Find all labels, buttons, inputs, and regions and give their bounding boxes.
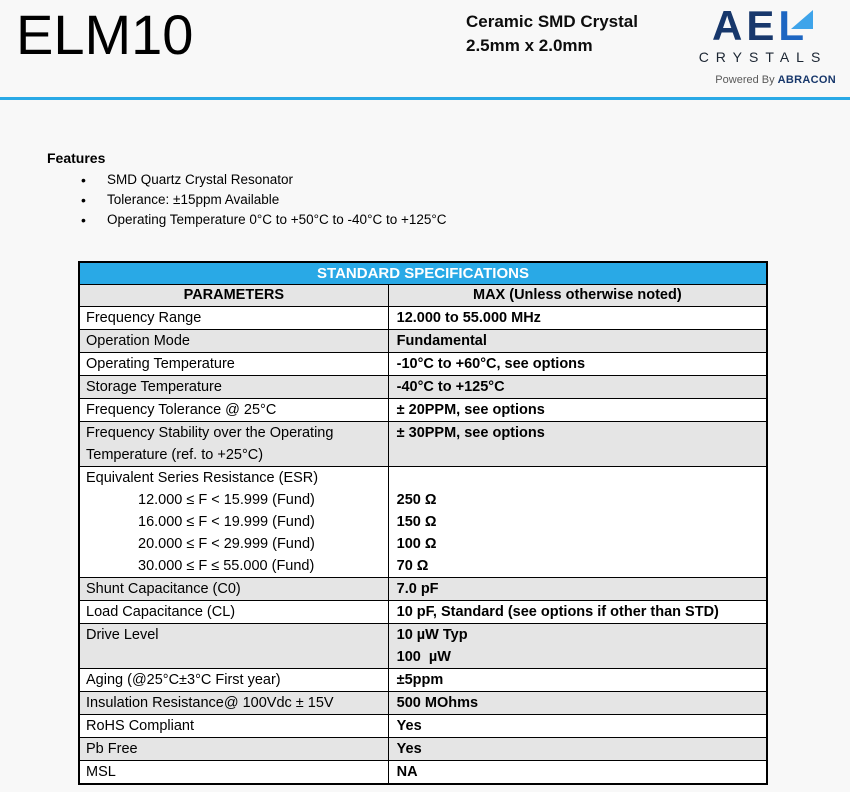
parameter-cell: Pb Free	[78, 737, 389, 761]
parameter-cell: RoHS Compliant	[78, 714, 389, 738]
table-row: Aging (@25°C±3°C First year) ±5ppm	[78, 668, 768, 692]
table-title-row: STANDARD SPECIFICATIONS	[78, 261, 768, 285]
value-cell: 500 MOhms	[387, 691, 768, 715]
value-cell: -40°C to +125°C	[387, 375, 768, 399]
table-row: Operating Temperature -10°C to +60°C, see…	[78, 352, 768, 376]
feature-text: Operating Temperature 0°C to +50°C to -4…	[107, 212, 447, 227]
parameter-cell: Frequency Stability over the Operating T…	[78, 421, 389, 467]
page-title: ELM10	[16, 3, 194, 66]
value-cell: ± 20PPM, see options	[387, 398, 768, 422]
value-cell: -10°C to +60°C, see options	[387, 352, 768, 376]
parameter-cell: Operating Temperature	[78, 352, 389, 376]
bullet-icon: •	[81, 192, 86, 208]
table-row: Load Capacitance (CL) 10 pF, Standard (se…	[78, 600, 768, 624]
parameter-cell: Insulation Resistance@ 100Vdc ± 15V	[78, 691, 389, 715]
table-title: STANDARD SPECIFICATIONS	[78, 261, 768, 285]
logo-crystals-text: CRYSTALS	[698, 49, 828, 65]
parameter-cell: Drive Level	[78, 623, 389, 669]
product-subtitle: Ceramic SMD Crystal 2.5mm x 2.0mm	[466, 10, 638, 58]
column-header-row: PARAMETERS MAX (Unless otherwise noted)	[78, 284, 768, 307]
parameter-cell: Shunt Capacitance (C0)	[78, 577, 389, 601]
parameter-cell: Frequency Tolerance @ 25°C	[78, 398, 389, 422]
value-cell: Yes	[387, 714, 768, 738]
powered-by-prefix: Powered By	[715, 74, 775, 86]
abracon-brand: ABRACON	[777, 74, 836, 86]
parameter-cell: Storage Temperature	[78, 375, 389, 399]
logo-text-ae: AE	[711, 2, 779, 49]
parameter-cell: Equivalent Series Resistance (ESR) 12.000…	[78, 466, 389, 578]
table-row: Frequency Stability over the Operating T…	[78, 421, 768, 467]
bullet-icon: •	[81, 212, 86, 228]
features-section: Features • SMD Quartz Crystal Resonator •…	[47, 150, 447, 230]
value-cell: 7.0 pF	[387, 577, 768, 601]
table-row: Pb Free Yes	[78, 737, 768, 761]
feature-item: • Operating Temperature 0°C to +50°C to -…	[47, 210, 447, 230]
header-divider	[0, 97, 850, 100]
parameter-cell: MSL	[78, 760, 389, 785]
features-list: • SMD Quartz Crystal Resonator • Tolerance…	[47, 170, 447, 230]
feature-item: • SMD Quartz Crystal Resonator	[47, 170, 447, 190]
table-row: Operation Mode Fundamental	[78, 329, 768, 353]
col-header-parameters: PARAMETERS	[78, 284, 389, 307]
value-cell: 250 Ω 150 Ω 100 Ω 70 Ω	[387, 466, 768, 578]
subtitle-line-2: 2.5mm x 2.0mm	[466, 36, 593, 55]
table-row: Frequency Range 12.000 to 55.000 MHz	[78, 306, 768, 330]
col-header-max: MAX (Unless otherwise noted)	[387, 284, 768, 307]
table-row: Frequency Tolerance @ 25°C ± 20PPM, see o…	[78, 398, 768, 422]
table-row: Drive Level 10 µW Typ 100 µW	[78, 623, 768, 669]
value-cell: 12.000 to 55.000 MHz	[387, 306, 768, 330]
value-cell: Yes	[387, 737, 768, 761]
value-cell: ±5ppm	[387, 668, 768, 692]
parameter-cell: Load Capacitance (CL)	[78, 600, 389, 624]
logo-triangle-icon	[791, 10, 813, 29]
value-cell: 10 µW Typ 100 µW	[387, 623, 768, 669]
parameter-cell: Frequency Range	[78, 306, 389, 330]
subtitle-line-1: Ceramic SMD Crystal	[466, 12, 638, 31]
spec-table-head: STANDARD SPECIFICATIONS PARAMETERS MAX (…	[78, 261, 768, 307]
value-cell: ± 30PPM, see options	[387, 421, 768, 467]
value-cell: 10 pF, Standard (see options if other th…	[387, 600, 768, 624]
feature-text: Tolerance: ±15ppm Available	[107, 192, 280, 207]
parameter-cell: Aging (@25°C±3°C First year)	[78, 668, 389, 692]
table-row: Storage Temperature -40°C to +125°C	[78, 375, 768, 399]
table-row: Equivalent Series Resistance (ESR) 12.000…	[78, 466, 768, 578]
table-row: Shunt Capacitance (C0) 7.0 pF	[78, 577, 768, 601]
spec-table: STANDARD SPECIFICATIONS PARAMETERS MAX (…	[78, 261, 768, 785]
powered-by-line: Powered By ABRACON	[688, 74, 838, 86]
ael-logo: AE L CRYSTALS Powered By ABRACON	[688, 2, 838, 87]
value-cell: NA	[387, 760, 768, 785]
table-row: Insulation Resistance@ 100Vdc ± 15V 500 M…	[78, 691, 768, 715]
value-cell: Fundamental	[387, 329, 768, 353]
feature-item: • Tolerance: ±15ppm Available	[47, 190, 447, 210]
bullet-icon: •	[81, 172, 86, 188]
ael-logo-wordmark: AE L	[688, 2, 838, 49]
parameter-cell: Operation Mode	[78, 329, 389, 353]
spec-table-body: Frequency Range 12.000 to 55.000 MHz Opera…	[78, 306, 768, 785]
table-row: MSL NA	[78, 760, 768, 785]
table-row: RoHS Compliant Yes	[78, 714, 768, 738]
features-heading: Features	[47, 150, 106, 166]
feature-text: SMD Quartz Crystal Resonator	[107, 172, 294, 187]
